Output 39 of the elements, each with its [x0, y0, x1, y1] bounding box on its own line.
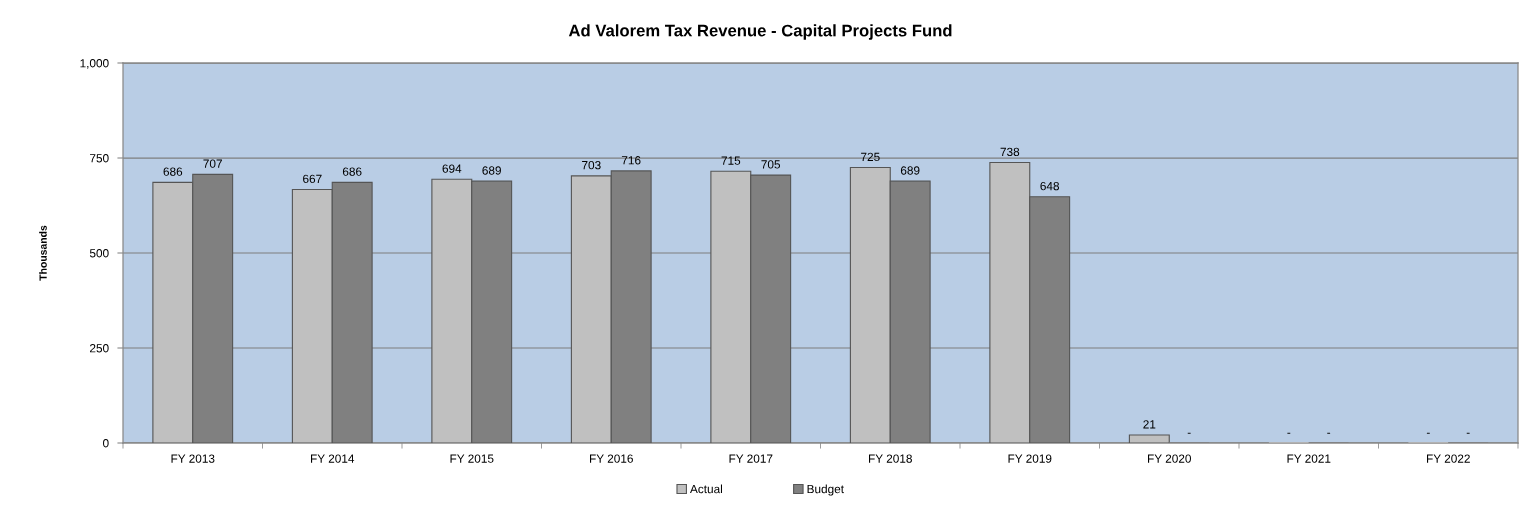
- x-tick-label: FY 2021: [1287, 454, 1331, 463]
- y-axis-title: Thousands: [39, 225, 47, 281]
- x-tick-label: FY 2015: [450, 454, 494, 463]
- data-label: -: [1287, 432, 1291, 434]
- x-tick-label: FY 2013: [171, 454, 215, 463]
- legend-label: Actual: [690, 484, 722, 494]
- data-label: 715: [721, 156, 741, 165]
- y-tick-label: 500: [89, 249, 109, 258]
- data-label: 686: [163, 167, 183, 176]
- data-label: 725: [861, 152, 880, 161]
- data-label: 689: [900, 166, 920, 175]
- data-label: 703: [582, 161, 601, 170]
- x-tick-label: FY 2017: [729, 454, 773, 463]
- data-label: -: [1426, 432, 1430, 434]
- data-label: 716: [621, 156, 641, 165]
- data-label: 694: [442, 164, 462, 173]
- data-label: 21: [1143, 420, 1156, 429]
- y-tick-label: 1,000: [80, 59, 109, 69]
- y-tick-label: 750: [90, 154, 109, 163]
- data-label: 738: [1000, 147, 1020, 157]
- data-label: -: [1187, 432, 1191, 434]
- x-tick-label: FY 2014: [311, 454, 355, 463]
- data-label: -: [1327, 432, 1331, 434]
- data-label: 707: [203, 159, 222, 168]
- legend-label: Budget: [807, 484, 844, 496]
- data-label: 686: [342, 167, 362, 176]
- data-label: 705: [761, 160, 781, 169]
- x-tick-label: FY 2019: [1008, 454, 1052, 463]
- data-label: 667: [303, 174, 322, 184]
- y-tick-label: 250: [90, 344, 109, 353]
- data-label: -: [1466, 432, 1470, 434]
- x-tick-label: FY 2020: [1148, 454, 1191, 463]
- x-tick-label: FY 2022: [1427, 454, 1470, 463]
- x-tick-label: FY 2018: [869, 454, 912, 463]
- y-tick-label: 0: [103, 439, 109, 448]
- chart-title: Ad Valorem Tax Revenue - Capital Projects Fund: [568, 24, 952, 40]
- data-label: 689: [482, 166, 501, 175]
- x-tick-label: FY 2016: [590, 454, 633, 463]
- data-label: 648: [1040, 181, 1060, 191]
